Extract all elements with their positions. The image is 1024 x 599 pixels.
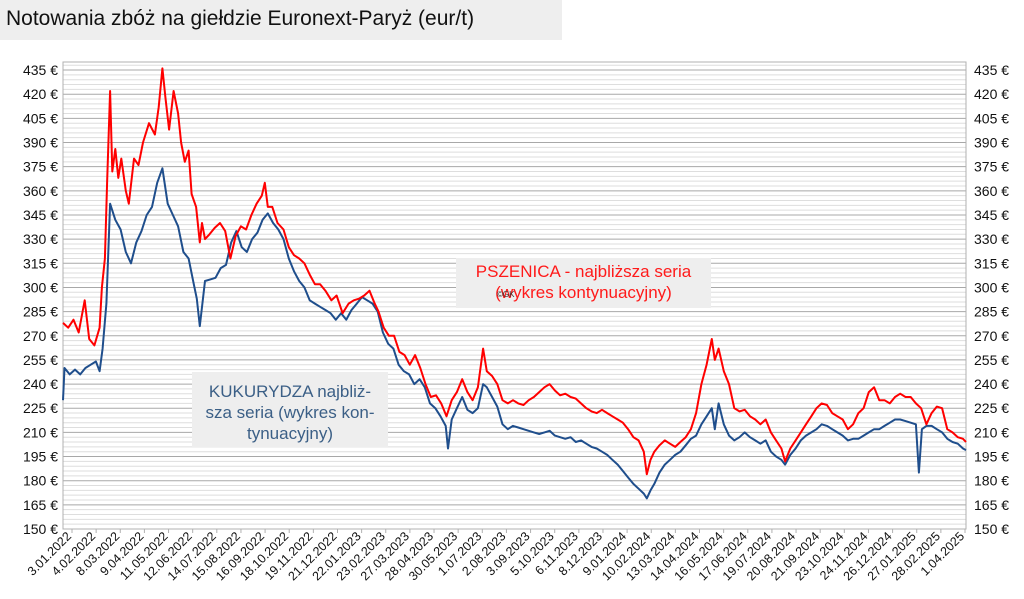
y-tick-label-left: 420 € — [23, 86, 58, 102]
y-tick-label-right: 300 € — [974, 279, 1009, 295]
y-tick-label-right: 405 € — [974, 110, 1009, 126]
y-tick-label-right: 270 € — [974, 328, 1009, 344]
y-tick-label-left: 195 € — [23, 449, 58, 465]
y-tick-label-left: 300 € — [23, 279, 58, 295]
y-tick-label-left: 360 € — [23, 183, 58, 199]
y-tick-label-left: 210 € — [23, 424, 58, 440]
chart-title-box: Notowania zbóż na giełdzie Euronext-Pary… — [0, 0, 562, 40]
y-tick-label-left: 240 € — [23, 376, 58, 392]
y-tick-label-left: 180 € — [23, 473, 58, 489]
y-tick-label-left: 390 € — [23, 135, 58, 151]
y-tick-label-left: 150 € — [23, 521, 58, 537]
y-tick-label-right: 150 € — [974, 521, 1009, 537]
y-tick-label-left: 405 € — [23, 110, 58, 126]
y-tick-label-right: 375 € — [974, 159, 1009, 175]
wheat-series-label: PSZENICA - najbliższa seria (wykres kont… — [456, 258, 711, 308]
y-tick-label-right: 240 € — [974, 376, 1009, 392]
wheat-label-line-2: (wykres kontynuacyjny) — [495, 283, 672, 302]
y-tick-label-right: 255 € — [974, 352, 1009, 368]
y-tick-label-left: 255 € — [23, 352, 58, 368]
y-tick-label-right: 165 € — [974, 497, 1009, 513]
y-tick-label-right: 195 € — [974, 449, 1009, 465]
y-tick-label-right: 345 € — [974, 207, 1009, 223]
y-tick-label-right: 420 € — [974, 86, 1009, 102]
corn-label-line-3: tynuacyjny) — [247, 424, 333, 443]
wheat-price-line — [62, 67, 967, 476]
y-tick-label-left: 165 € — [23, 497, 58, 513]
wheat-label-line-1: PSZENICA - najbliższa seria — [475, 262, 692, 281]
corn-price-line — [62, 167, 967, 500]
y-tick-label-right: 285 € — [974, 304, 1009, 320]
y-tick-label-left: 270 € — [23, 328, 58, 344]
corn-series-label: KUKURYDZA najbliż- sza seria (wykres kon… — [192, 372, 388, 447]
y-tick-label-right: 315 € — [974, 255, 1009, 271]
corn-label-line-2: sza seria (wykres kon- — [205, 403, 375, 422]
y-tick-label-left: 315 € — [23, 255, 58, 271]
y-tick-label-left: 375 € — [23, 159, 58, 175]
corn-label-line-1: KUKURYDZA najbliż- — [208, 382, 372, 401]
y-tick-label-right: 180 € — [974, 473, 1009, 489]
plot-area-frame — [62, 61, 967, 530]
y-tick-label-left: 225 € — [23, 400, 58, 416]
y-tick-label-left: 345 € — [23, 207, 58, 223]
chart-title: Notowania zbóż na giełdzie Euronext-Pary… — [6, 7, 475, 30]
y-tick-label-right: 435 € — [974, 62, 1009, 78]
y-tick-label-right: 330 € — [974, 231, 1009, 247]
y-tick-label-right: 225 € — [974, 400, 1009, 416]
copyright-stamp: ©GK — [497, 290, 515, 299]
y-tick-label-right: 210 € — [974, 424, 1009, 440]
y-tick-label-right: 390 € — [974, 135, 1009, 151]
y-tick-label-left: 330 € — [23, 231, 58, 247]
y-tick-label-left: 285 € — [23, 304, 58, 320]
y-tick-label-right: 360 € — [974, 183, 1009, 199]
y-tick-label-left: 435 € — [23, 62, 58, 78]
